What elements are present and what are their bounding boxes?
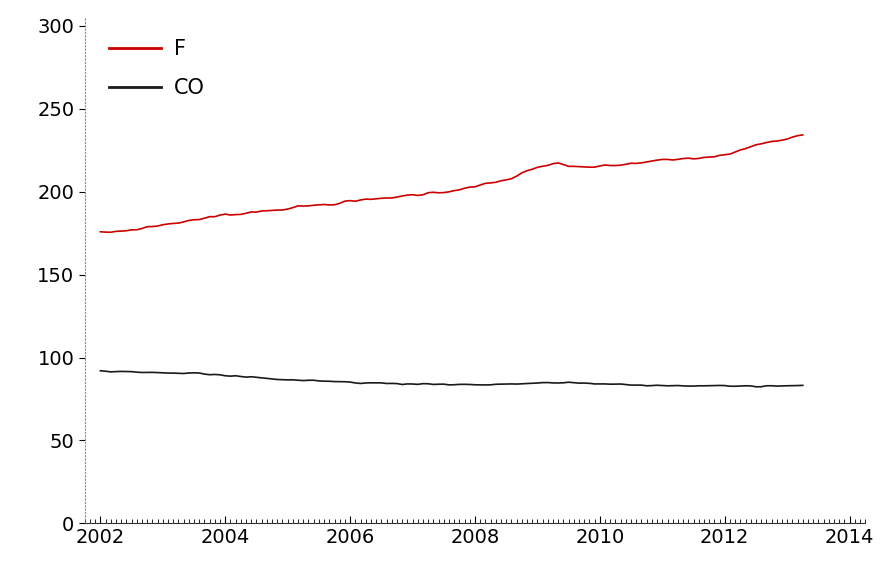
CO	[95, 368, 105, 375]
CO	[366, 379, 376, 386]
F	[184, 217, 194, 224]
F	[667, 156, 678, 163]
F	[95, 228, 105, 235]
CO	[751, 383, 762, 390]
F	[761, 139, 772, 146]
CO	[673, 382, 683, 389]
CO	[797, 382, 808, 389]
F	[673, 156, 683, 163]
CO	[667, 382, 678, 389]
CO	[761, 382, 772, 389]
Legend: F, CO: F, CO	[103, 33, 211, 104]
F	[797, 131, 808, 138]
Line: CO: CO	[100, 371, 803, 387]
F	[105, 229, 116, 236]
F	[678, 155, 689, 162]
F	[371, 195, 382, 202]
Line: F: F	[100, 135, 803, 232]
CO	[178, 370, 189, 377]
CO	[662, 382, 673, 389]
